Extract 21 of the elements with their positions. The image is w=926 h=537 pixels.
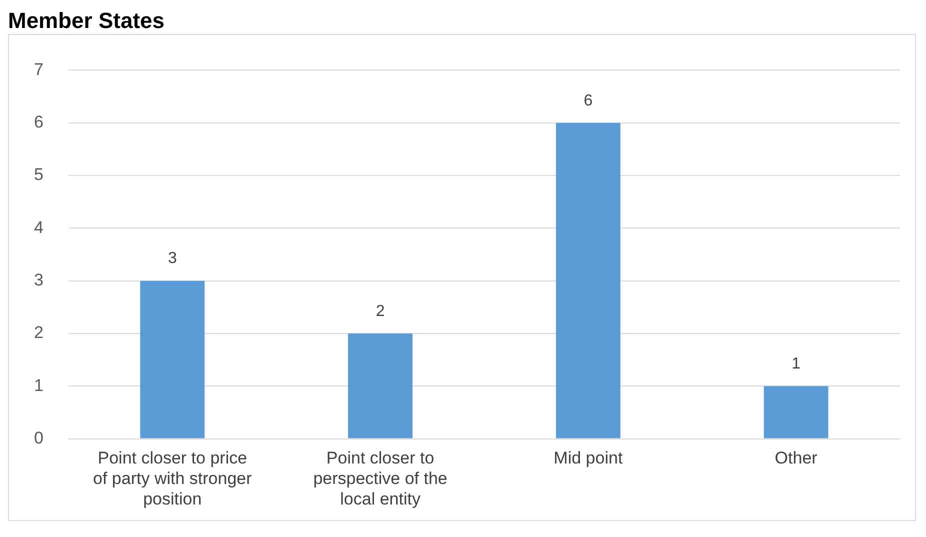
y-tick-label: 7 [34, 60, 44, 79]
y-tick-label: 1 [34, 376, 44, 395]
y-tick-label: 3 [34, 270, 44, 290]
y-tick-label: 5 [34, 165, 44, 184]
bar [556, 122, 620, 438]
x-tick-label: Point closer to price of party with stronger position [93, 448, 252, 508]
y-tick-label: 0 [34, 428, 44, 448]
data-label: 1 [792, 356, 801, 373]
x-tick-label: Mid point [554, 448, 623, 468]
data-label: 6 [584, 92, 593, 110]
y-tick-label: 4 [34, 218, 44, 237]
bar [140, 280, 205, 438]
data-label: 2 [376, 302, 385, 320]
y-tick-label: 2 [34, 323, 44, 342]
x-tick-label: Point closer to perspective of the local entity [313, 448, 448, 508]
bar [764, 386, 828, 438]
y-tick-label: 6 [34, 112, 44, 132]
data-label: 3 [168, 250, 177, 268]
x-tick-label: Other [774, 448, 818, 468]
chart-title: Member States [8, 8, 166, 34]
bar [348, 333, 413, 438]
